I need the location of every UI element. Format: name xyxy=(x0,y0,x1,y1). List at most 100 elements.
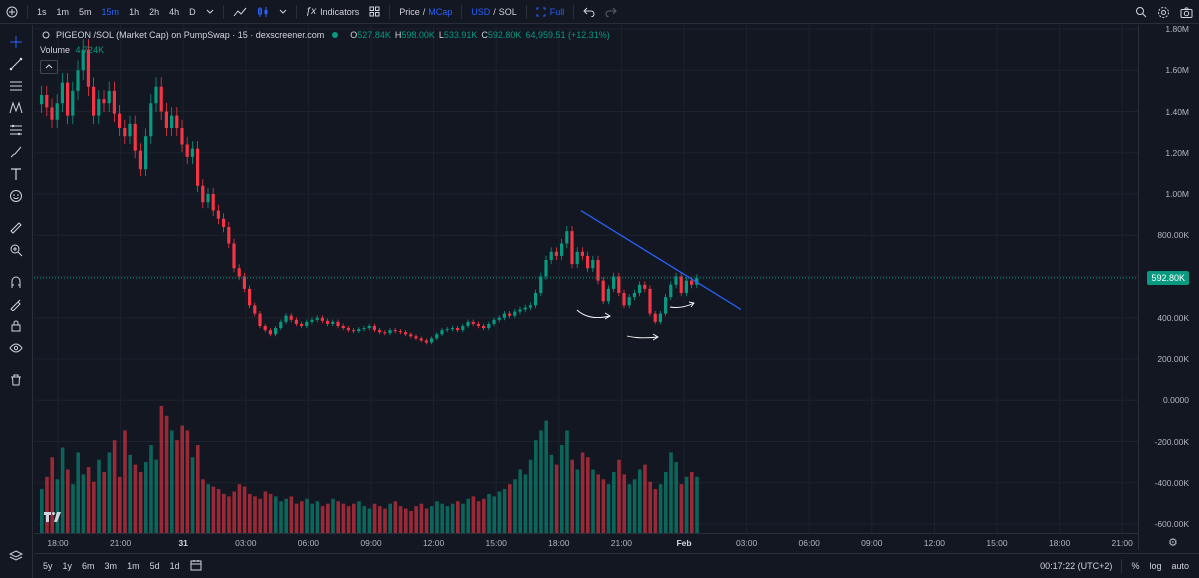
volume-bar xyxy=(445,506,450,533)
candle xyxy=(71,90,75,116)
horizontal-lines-icon[interactable] xyxy=(7,77,25,95)
candle xyxy=(440,330,444,335)
redo-icon[interactable] xyxy=(600,7,622,17)
pattern-icon[interactable] xyxy=(7,99,25,117)
interval-1m[interactable]: 1m xyxy=(56,6,70,17)
interval-4h[interactable]: 4h xyxy=(169,6,180,17)
trend-line-icon[interactable] xyxy=(7,55,25,73)
auto-toggle[interactable]: auto xyxy=(1171,561,1189,571)
interval-5m[interactable]: 5m xyxy=(79,6,92,17)
volume-bar xyxy=(154,459,158,533)
sol-label: SOL xyxy=(498,6,517,17)
candle xyxy=(180,128,184,145)
ruler-icon[interactable] xyxy=(7,219,25,237)
undo-icon[interactable] xyxy=(578,7,600,17)
trend-line-drawing xyxy=(580,209,742,311)
lock-icon[interactable] xyxy=(7,317,25,335)
price-tick: -600.00K xyxy=(1154,519,1190,529)
magnet-icon[interactable] xyxy=(7,273,25,291)
fib-icon[interactable] xyxy=(7,121,25,139)
gear-icon[interactable]: ⚙ xyxy=(1168,537,1178,549)
price-axis[interactable]: 1.80M1.60M1.40M1.20M1.00M800.00K600.00K4… xyxy=(1138,24,1199,550)
candle xyxy=(97,99,101,116)
volume-bar xyxy=(367,508,372,533)
eye-icon[interactable] xyxy=(7,339,25,357)
volume-bar xyxy=(580,452,585,533)
crosshair-icon[interactable] xyxy=(7,33,25,51)
volume-bar xyxy=(216,489,221,533)
price-chart[interactable] xyxy=(34,25,1138,550)
interval-1h[interactable]: 1h xyxy=(129,6,140,17)
gear-icon[interactable] xyxy=(1152,6,1175,19)
volume-bar xyxy=(123,430,127,533)
line-chart-type-icon[interactable] xyxy=(228,7,252,17)
collapse-legend-button[interactable] xyxy=(40,60,58,74)
full-range-button[interactable]: Full xyxy=(531,7,570,17)
add-symbol-icon[interactable] xyxy=(0,6,23,18)
status-dot xyxy=(332,32,339,38)
volume-bar xyxy=(435,501,439,533)
close-value: 592.80K xyxy=(487,30,522,40)
volume-bar xyxy=(575,469,580,533)
range-5y[interactable]: 5y xyxy=(43,561,53,571)
emoji-icon[interactable] xyxy=(7,187,25,205)
percent-toggle[interactable]: % xyxy=(1131,561,1140,571)
log-toggle[interactable]: log xyxy=(1149,561,1162,571)
volume-bar xyxy=(164,415,169,533)
candle xyxy=(497,317,501,320)
chevron-down-icon[interactable] xyxy=(201,9,219,15)
chart-legend: PIGEON /SOL (Market Cap) on PumpSwap · 1… xyxy=(40,30,610,40)
currency-toggle[interactable]: USD / SOL xyxy=(466,7,522,17)
candle xyxy=(102,99,106,104)
candle xyxy=(466,321,470,326)
layout-grid-icon[interactable] xyxy=(364,6,385,17)
candles-chart-type-icon[interactable] xyxy=(252,6,274,18)
volume-bar xyxy=(102,471,106,533)
volume-bar xyxy=(284,498,288,533)
stay-drawing-icon[interactable] xyxy=(7,295,25,313)
clock-time[interactable]: 00:17:22 (UTC+2) xyxy=(1040,561,1113,571)
layers-icon[interactable] xyxy=(7,547,25,565)
calendar-icon[interactable] xyxy=(185,559,207,573)
range-1m[interactable]: 1m xyxy=(127,561,140,571)
interval-D[interactable]: D xyxy=(189,6,196,17)
time-axis[interactable]: 18:00 21:00 31 03:00 06:00 09:00 12:00 15:00 18:… xyxy=(34,533,1138,550)
candle xyxy=(606,288,610,302)
camera-icon[interactable] xyxy=(1175,7,1199,18)
interval-15m[interactable]: 15m xyxy=(101,6,120,17)
volume-bar xyxy=(502,489,507,533)
candle xyxy=(690,280,694,285)
chevron-down-icon[interactable] xyxy=(274,9,292,15)
candle xyxy=(289,315,293,320)
symbol-title: PIGEON /SOL (Market Cap) on PumpSwap · 1… xyxy=(56,30,325,40)
divider xyxy=(389,4,391,19)
volume-bar xyxy=(144,462,148,533)
text-icon[interactable] xyxy=(7,165,25,183)
trash-icon[interactable] xyxy=(7,371,25,389)
search-icon[interactable] xyxy=(1130,6,1152,18)
volume-bar xyxy=(279,501,283,533)
candle xyxy=(341,326,345,329)
tradingview-logo[interactable] xyxy=(44,511,62,523)
candle xyxy=(523,307,527,310)
zoom-in-icon[interactable] xyxy=(7,241,25,259)
low-label: L xyxy=(438,30,444,40)
range-1d[interactable]: 1d xyxy=(169,561,180,571)
volume-bar xyxy=(528,459,533,533)
volume-bar xyxy=(378,506,382,533)
interval-1s[interactable]: 1s xyxy=(37,6,47,17)
interval-2h[interactable]: 2h xyxy=(149,6,160,17)
volume-bar xyxy=(461,503,465,533)
mcap-label: MCap xyxy=(428,6,453,17)
candle xyxy=(164,111,168,128)
volume-bar xyxy=(487,493,491,533)
range-5d[interactable]: 5d xyxy=(149,561,160,571)
range-3m[interactable]: 3m xyxy=(104,561,118,571)
brush-icon[interactable] xyxy=(7,143,25,161)
range-1y[interactable]: 1y xyxy=(62,561,73,571)
price-mcap-toggle[interactable]: Price / MCap xyxy=(394,7,457,17)
indicators-button[interactable]: ƒx Indicators xyxy=(301,6,365,17)
eye-icon[interactable] xyxy=(40,30,52,40)
range-6m[interactable]: 6m xyxy=(82,561,95,571)
time-tick: 21:00 xyxy=(109,538,132,548)
